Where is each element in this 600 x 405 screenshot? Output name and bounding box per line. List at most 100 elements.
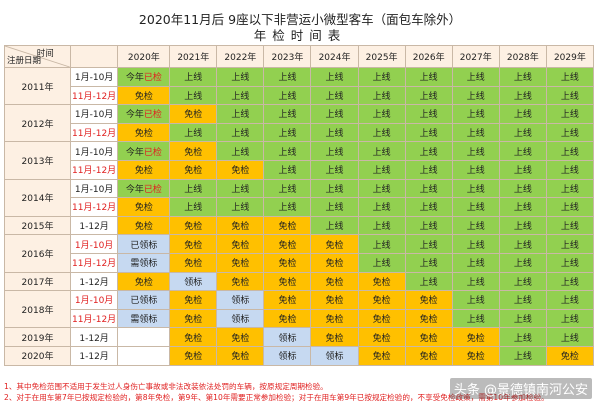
period-header-cell — [70, 45, 119, 68]
status-cell: 上线 — [452, 179, 500, 199]
status-cell: 免检 — [358, 346, 406, 366]
footnote: 1、其中免检范围不适用于发生过人身伤亡事故或非法改装依法处罚的车辆，按原规定周期… — [4, 382, 328, 391]
registration-year-cell: 2014年 — [4, 179, 71, 217]
status-cell: 上线 — [546, 86, 594, 106]
status-cell: 上线 — [546, 235, 594, 254]
status-cell: 上线 — [405, 160, 453, 180]
status-cell: 领标 — [217, 291, 265, 310]
period-cell: 1月-10月 — [70, 179, 119, 199]
status-cell: 领标 — [264, 328, 312, 347]
year-header: 2029年 — [546, 45, 594, 68]
period-cell: 1月-10月 — [70, 105, 119, 124]
status-cell: 上线 — [405, 123, 453, 143]
status-cell: 免检 — [170, 105, 218, 124]
status-cell: 上线 — [499, 179, 547, 199]
status-cell: 免检 — [170, 235, 218, 254]
status-cell: 今年 已检 — [118, 105, 171, 124]
status-cell: 上线 — [217, 86, 265, 106]
status-cell: 上线 — [546, 216, 594, 236]
table-row: 1月-10月 今年 已检 免检 上线 上线 上线 上线 上线 上线 上线 上线 — [4, 105, 594, 124]
status-cell: 上线 — [358, 160, 406, 180]
status-cell: 免检 — [311, 328, 359, 347]
status-text-highlight: 已检 — [143, 147, 162, 158]
status-cell: 免检 — [405, 346, 453, 366]
status-cell: 免检 — [118, 216, 171, 236]
table-subtitle: 年检时间表 — [253, 28, 347, 43]
status-cell: 上线 — [264, 142, 312, 161]
status-cell: 上线 — [499, 309, 547, 329]
status-cell: 免检 — [118, 160, 171, 180]
status-cell: 上线 — [264, 86, 312, 106]
registration-year-cell: 2011年 — [4, 68, 71, 106]
period-cell: 11月-12月 — [70, 198, 119, 217]
status-cell: 上线 — [358, 142, 406, 161]
status-cell: 免检 — [311, 272, 359, 292]
status-cell: 上线 — [405, 272, 453, 292]
table-row: 11月-12月 需领标 免检 领标 免检 免检 免检 免检 上线 上线 上线 — [4, 309, 594, 329]
status-cell: 上线 — [217, 179, 265, 199]
corner-header-cell: 时间 注册日期 — [4, 45, 71, 68]
status-cell: 免检 — [358, 291, 406, 310]
status-cell: 免检 — [452, 346, 500, 366]
status-cell: 免检 — [311, 235, 359, 254]
status-cell: 上线 — [452, 142, 500, 161]
header-row: 时间 注册日期 2020年 2021年 2022年 2023年 2024年 20… — [4, 45, 594, 68]
status-cell: 上线 — [358, 198, 406, 217]
status-text-prefix: 今年 — [125, 73, 144, 84]
status-cell: 上线 — [264, 179, 312, 199]
status-cell: 上线 — [499, 142, 547, 161]
status-cell: 上线 — [499, 253, 547, 273]
table-row: 11月-12月 免检 免检 免检 上线 上线 上线 上线 上线 上线 上线 — [4, 160, 594, 180]
table-row: 1月-10月 已领标 免检 领标 免检 免检 免检 免检 上线 上线 上线 — [4, 291, 594, 310]
registration-year-cell: 2019年 — [4, 328, 71, 347]
status-cell: 上线 — [358, 253, 406, 273]
inspection-table: 时间 注册日期 2020年 2021年 2022年 2023年 2024年 20… — [4, 45, 594, 366]
status-cell: 上线 — [358, 216, 406, 236]
status-cell: 上线 — [546, 68, 594, 87]
status-cell: 上线 — [452, 105, 500, 124]
status-text-highlight: 已检 — [143, 110, 162, 121]
status-cell: 免检 — [217, 272, 265, 292]
status-cell: 免检 — [311, 253, 359, 273]
status-cell: 免检 — [170, 346, 218, 366]
status-cell: 免检 — [358, 309, 406, 329]
status-text-prefix: 今年 — [125, 147, 144, 158]
status-cell: 上线 — [264, 123, 312, 143]
table-row: 1月-10月 已领标 免检 免检 免检 免检 上线 上线 上线 上线 上线 — [4, 235, 594, 254]
status-cell: 上线 — [546, 291, 594, 310]
status-cell: 免检 — [405, 291, 453, 310]
status-cell: 上线 — [358, 235, 406, 254]
status-cell: 上线 — [311, 179, 359, 199]
status-cell: 上线 — [170, 68, 218, 87]
status-cell: 免检 — [170, 253, 218, 273]
period-cell: 1-12月 — [70, 272, 119, 292]
status-cell: 上线 — [170, 86, 218, 106]
table-title: 2020年11月后 9座以下非营运小微型客车（面包车除外） — [138, 12, 462, 27]
status-text-prefix: 今年 — [125, 184, 144, 195]
year-header: 2028年 — [499, 45, 547, 68]
status-cell: 上线 — [452, 198, 500, 217]
status-text-highlight: 已检 — [143, 184, 162, 195]
status-cell: 免检 — [170, 160, 218, 180]
status-cell: 免检 — [217, 328, 265, 347]
status-cell: 上线 — [546, 253, 594, 273]
status-cell: 上线 — [546, 123, 594, 143]
year-header: 2025年 — [358, 45, 406, 68]
status-cell: 上线 — [452, 160, 500, 180]
status-cell: 免检 — [118, 272, 171, 292]
status-cell: 上线 — [452, 86, 500, 106]
status-cell: 领标 — [264, 346, 312, 366]
status-cell: 上线 — [499, 68, 547, 87]
status-cell: 免检 — [118, 123, 171, 143]
period-cell: 11月-12月 — [70, 86, 119, 106]
status-cell: 已领标 — [118, 235, 171, 254]
status-cell: 免检 — [546, 346, 594, 366]
status-cell: 上线 — [405, 86, 453, 106]
registration-year-cell: 2013年 — [4, 142, 71, 180]
status-cell: 免检 — [170, 328, 218, 347]
status-cell: 上线 — [264, 105, 312, 124]
status-cell: 上线 — [170, 179, 218, 199]
status-cell: 免检 — [217, 253, 265, 273]
watermark: 头条 @景德镇南河公安 — [449, 378, 592, 399]
status-cell: 上线 — [499, 291, 547, 310]
